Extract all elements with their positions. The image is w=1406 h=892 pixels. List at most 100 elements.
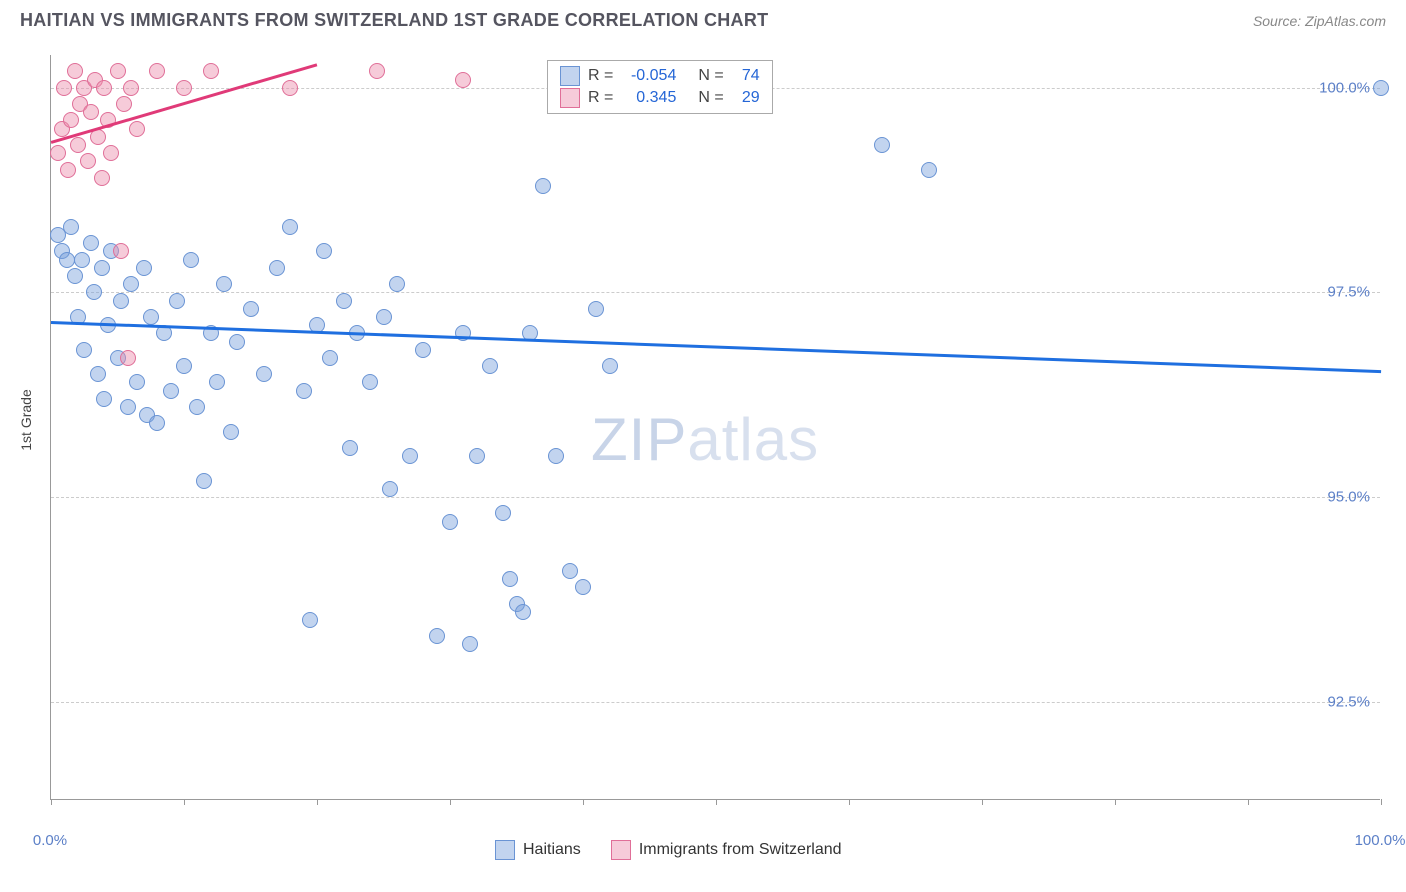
series-swatch (560, 88, 580, 108)
data-point (602, 358, 618, 374)
legend-label: Immigrants from Switzerland (639, 841, 842, 859)
watermark: ZIPatlas (591, 405, 819, 474)
data-point (120, 350, 136, 366)
data-point (389, 276, 405, 292)
data-point (302, 612, 318, 628)
x-tick (51, 799, 52, 805)
data-point (67, 63, 83, 79)
data-point (462, 636, 478, 652)
data-point (176, 80, 192, 96)
bottom-legend: Haitians Immigrants from Switzerland (495, 840, 842, 860)
data-point (56, 80, 72, 96)
data-point (282, 219, 298, 235)
data-point (76, 342, 92, 358)
y-axis-label: 1st Grade (18, 389, 34, 450)
data-point (94, 170, 110, 186)
x-tick (1115, 799, 1116, 805)
gridline-h (51, 702, 1380, 703)
gridline-h (51, 497, 1380, 498)
data-point (223, 424, 239, 440)
data-point (376, 309, 392, 325)
x-tick (317, 799, 318, 805)
x-tick (716, 799, 717, 805)
data-point (921, 162, 937, 178)
data-point (216, 276, 232, 292)
data-point (282, 80, 298, 96)
data-point (143, 309, 159, 325)
scatter-chart: ZIPatlas 92.5%95.0%97.5%100.0% (50, 55, 1380, 800)
data-point (336, 293, 352, 309)
x-tick (583, 799, 584, 805)
stats-legend-box: R = -0.054N = 74R = 0.345N = 29 (547, 60, 773, 114)
x-tick-label: 100.0% (1355, 832, 1406, 849)
data-point (123, 80, 139, 96)
stats-row: R = -0.054N = 74 (560, 65, 760, 87)
data-point (129, 121, 145, 137)
data-point (269, 260, 285, 276)
data-point (70, 137, 86, 153)
data-point (50, 145, 66, 161)
x-tick-label: 0.0% (33, 832, 67, 849)
data-point (80, 153, 96, 169)
data-point (59, 252, 75, 268)
data-point (535, 178, 551, 194)
gridline-h (51, 292, 1380, 293)
data-point (94, 260, 110, 276)
data-point (189, 399, 205, 415)
data-point (455, 72, 471, 88)
data-point (163, 383, 179, 399)
stats-row: R = 0.345N = 29 (560, 87, 760, 109)
data-point (402, 448, 418, 464)
data-point (515, 604, 531, 620)
trend-line (51, 321, 1381, 373)
data-point (183, 252, 199, 268)
data-point (83, 235, 99, 251)
data-point (562, 563, 578, 579)
data-point (469, 448, 485, 464)
data-point (113, 293, 129, 309)
data-point (63, 219, 79, 235)
x-tick (849, 799, 850, 805)
data-point (129, 374, 145, 390)
data-point (382, 481, 398, 497)
data-point (123, 276, 139, 292)
legend-swatch (611, 840, 631, 860)
data-point (203, 63, 219, 79)
y-tick-label: 95.0% (1327, 489, 1370, 506)
data-point (243, 301, 259, 317)
y-tick-label: 100.0% (1319, 79, 1370, 96)
data-point (83, 104, 99, 120)
data-point (149, 415, 165, 431)
y-tick-label: 97.5% (1327, 284, 1370, 301)
data-point (103, 145, 119, 161)
data-point (74, 252, 90, 268)
data-point (60, 162, 76, 178)
data-point (1373, 80, 1389, 96)
data-point (442, 514, 458, 530)
data-point (362, 374, 378, 390)
legend-swatch (495, 840, 515, 860)
data-point (502, 571, 518, 587)
data-point (90, 366, 106, 382)
data-point (369, 63, 385, 79)
data-point (110, 63, 126, 79)
legend-label: Haitians (523, 841, 581, 859)
data-point (96, 391, 112, 407)
data-point (196, 473, 212, 489)
data-point (229, 334, 245, 350)
x-tick (450, 799, 451, 805)
data-point (874, 137, 890, 153)
data-point (86, 284, 102, 300)
series-swatch (560, 66, 580, 86)
data-point (429, 628, 445, 644)
x-tick (184, 799, 185, 805)
data-point (588, 301, 604, 317)
data-point (548, 448, 564, 464)
data-point (575, 579, 591, 595)
data-point (495, 505, 511, 521)
data-point (149, 63, 165, 79)
legend-item: Immigrants from Switzerland (611, 840, 842, 860)
legend-item: Haitians (495, 840, 581, 860)
data-point (482, 358, 498, 374)
data-point (256, 366, 272, 382)
